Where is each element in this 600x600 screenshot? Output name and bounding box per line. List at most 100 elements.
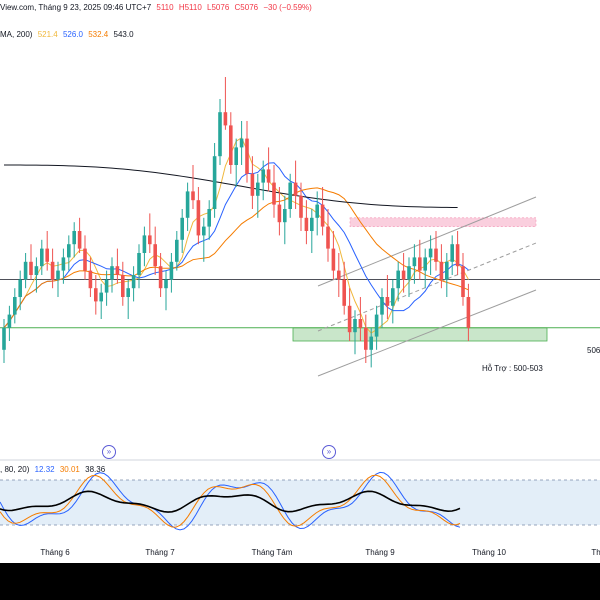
ohlc-close: C5076 (234, 3, 259, 12)
x-axis-label: Tháng 9 (365, 548, 395, 557)
candle-body (40, 248, 44, 267)
channel-lower-line (317, 289, 537, 377)
candle-body (418, 257, 422, 271)
candle-body (23, 261, 28, 280)
x-axis-label: Tháng 10 (472, 548, 506, 557)
candle-body (196, 200, 201, 236)
candle-body (461, 266, 465, 297)
ma-legend[interactable]: MA, 200) 521.4 526.0 532.4 543.0 (0, 30, 137, 39)
candle-body (158, 266, 163, 289)
candle-body (455, 244, 460, 267)
candle-body (385, 297, 390, 306)
oscillator-band (0, 480, 600, 525)
ohlc-change: −30 (−0.59%) (263, 3, 312, 12)
ohlc-header: View.com, Tháng 9 23, 2025 09:46 UTC+7 5… (0, 3, 315, 12)
candle-body (50, 261, 55, 280)
candle-body (428, 248, 433, 258)
candle-body (358, 319, 363, 328)
candle-body (223, 112, 228, 126)
candle-body (99, 292, 103, 302)
candle-body (218, 112, 222, 157)
event-icon[interactable]: » (102, 445, 116, 459)
candle-body (239, 138, 244, 148)
candle-body (61, 257, 66, 271)
ma-params: MA, 200) (0, 30, 33, 39)
candle-body (13, 297, 17, 315)
candle-body (466, 297, 471, 328)
candle-body (277, 204, 282, 223)
candle-body (94, 288, 98, 302)
oscillator-legend[interactable]: , 80, 20) 12.32 30.01 38.36 (0, 465, 108, 474)
candle-body (88, 270, 93, 289)
candle-body (347, 305, 352, 333)
price-chart[interactable] (0, 0, 600, 563)
candle-body (266, 169, 271, 183)
candle-body (342, 279, 346, 306)
candle-body (77, 231, 82, 249)
candle-body (180, 217, 184, 240)
ma3-value: 532.4 (88, 30, 109, 39)
candle-body (261, 169, 265, 183)
candle-body (310, 217, 314, 231)
event-icon[interactable]: » (322, 445, 336, 459)
candle-body (137, 253, 141, 275)
candle-body (283, 209, 287, 223)
ma1-value: 521.4 (37, 30, 58, 39)
candle-body (207, 209, 211, 227)
osc-line-value: 38.36 (85, 465, 106, 474)
symbol-info: View.com, Tháng 9 23, 2025 09:46 UTC+7 (0, 3, 152, 12)
candle-body (110, 266, 114, 280)
ma4-value: 543.0 (113, 30, 134, 39)
oscillator-signal-line (0, 490, 461, 513)
candle-body (185, 191, 190, 218)
candle-body (83, 248, 87, 271)
candle-body (374, 314, 379, 337)
candle-body (229, 125, 233, 165)
candle-body (337, 270, 341, 280)
x-axis-label: Tháng 7 (145, 548, 175, 557)
candle-body (256, 182, 260, 196)
candle-body (2, 327, 6, 350)
candle-body (293, 182, 298, 196)
chart-frame[interactable]: View.com, Tháng 9 23, 2025 09:46 UTC+7 5… (0, 0, 600, 563)
x-axis-label: Th (591, 548, 600, 557)
ma4-line (3, 164, 458, 209)
candle-body (245, 138, 249, 174)
ma2-line (3, 162, 469, 329)
candle-body (396, 270, 400, 289)
candle-body (234, 147, 238, 165)
candle-body (126, 288, 130, 297)
candle-body (412, 257, 417, 267)
candle-body (299, 195, 303, 218)
candle-body (45, 248, 49, 262)
candle-body (369, 336, 373, 350)
horizontal-line-price: 506 (587, 346, 600, 355)
candle-body (304, 217, 309, 231)
candle-body (364, 327, 368, 350)
candle-body (380, 297, 384, 315)
support-zone (292, 327, 548, 342)
candle-body (175, 239, 179, 262)
candle-body (104, 279, 109, 293)
candle-body (191, 191, 195, 201)
candle-body (56, 270, 60, 280)
candle-body (142, 235, 147, 253)
candle-body (315, 204, 319, 218)
osc-d-value: 30.01 (59, 465, 80, 474)
candle-body (153, 244, 157, 267)
candle-body (67, 244, 71, 258)
candle-body (439, 261, 444, 280)
resistance-zone (349, 217, 537, 227)
candle-body (288, 182, 292, 209)
candle-body (445, 261, 449, 280)
osc-params: , 80, 20) (0, 465, 30, 474)
ma3-line (3, 187, 469, 329)
ohlc-high: H5110 (178, 3, 202, 12)
candle-body (131, 275, 136, 289)
support-zone-label: Hỗ Trợ : 500-503 (482, 364, 543, 373)
candle-body (331, 248, 336, 271)
x-axis-label: Tháng Tám (251, 548, 293, 557)
candle-body (407, 266, 411, 280)
candle-body (202, 226, 206, 236)
candle-body (434, 248, 438, 262)
